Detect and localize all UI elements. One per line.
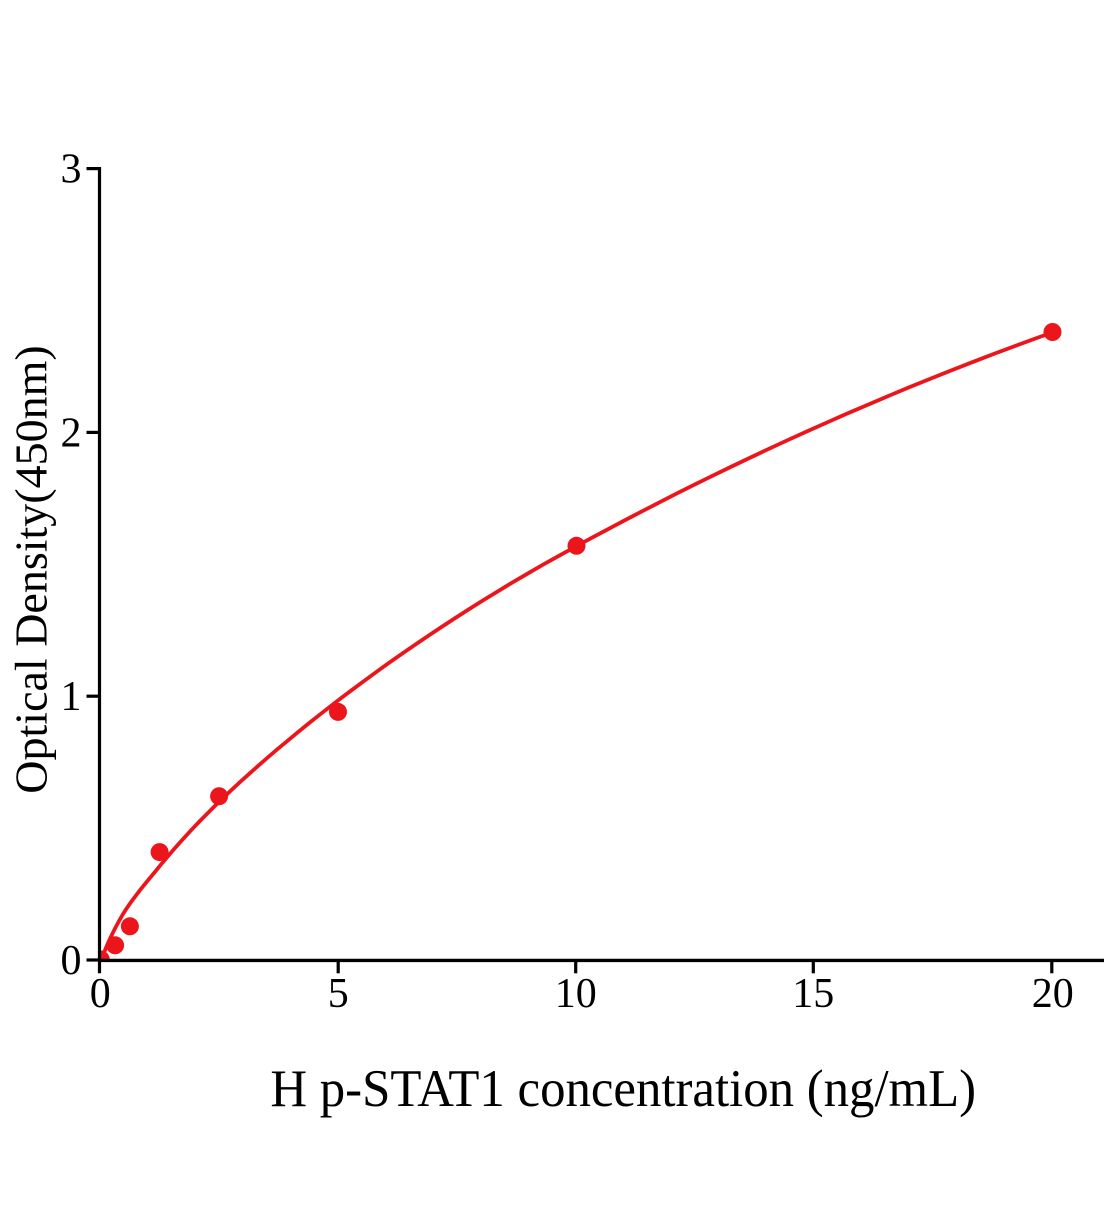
svg-text:H p-STAT1 concentration (ng/mL: H p-STAT1 concentration (ng/mL): [270, 1060, 976, 1118]
svg-text:0: 0: [61, 938, 82, 984]
svg-text:0: 0: [90, 971, 111, 1017]
svg-text:5: 5: [328, 971, 349, 1017]
svg-text:1: 1: [61, 674, 82, 720]
svg-text:15: 15: [792, 971, 834, 1017]
svg-text:2: 2: [61, 410, 82, 456]
svg-text:3: 3: [61, 147, 82, 193]
svg-text:Optical Density(450nm): Optical Density(450nm): [6, 345, 57, 793]
svg-text:20: 20: [1032, 971, 1074, 1017]
svg-text:10: 10: [555, 971, 597, 1017]
